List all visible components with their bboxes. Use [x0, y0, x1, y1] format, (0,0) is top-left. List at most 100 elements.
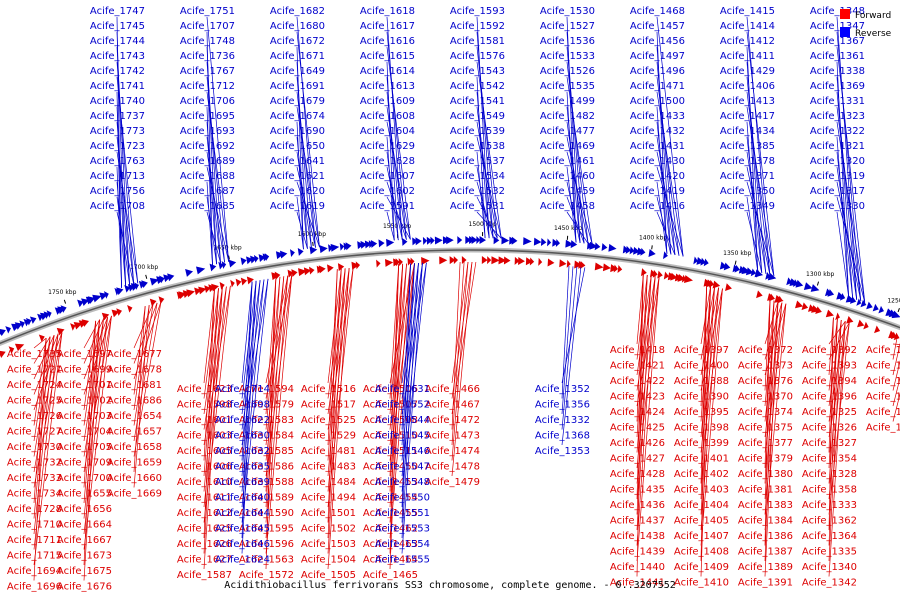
reverse-gene-label-leader [476, 91, 490, 239]
reverse-gene-arrow [412, 237, 418, 246]
reverse-gene-label: Acife_1763 [90, 156, 145, 167]
forward-gene-label-leader [83, 319, 100, 349]
forward-gene-arrow [198, 286, 207, 295]
forward-gene-label: Acife_1400 [674, 361, 729, 372]
forward-gene-label: Acife_1525 [301, 415, 356, 426]
reverse-gene-arrow [330, 243, 340, 252]
reverse-gene-arrow [533, 237, 542, 246]
forward-gene-label: Acife_1418 [610, 345, 665, 356]
reverse-gene-label: Acife_1469 [540, 141, 595, 152]
forward-gene-label: Acife_1612 [177, 508, 232, 519]
forward-gene-label: Acife_1479 [425, 477, 480, 488]
reverse-gene-label: Acife_1687 [180, 186, 235, 197]
reverse-gene-label-leader [116, 136, 135, 285]
reverse-gene-arrow [540, 238, 547, 247]
reverse-gene-label: Acife_1547 [375, 462, 430, 473]
reverse-gene-label: Acife_1531 [450, 201, 505, 212]
reverse-gene-label-leader [241, 279, 265, 508]
reverse-gene-label-leader [746, 121, 759, 272]
reverse-gene-arrow [422, 236, 428, 245]
legend-label-reverse: Reverse [855, 29, 892, 39]
reverse-gene-label-leader [746, 91, 771, 275]
forward-gene-arrow [893, 332, 900, 341]
reverse-gene-label-leader [116, 196, 131, 286]
reverse-gene-arrow [228, 259, 237, 268]
forward-gene-arrow [376, 259, 381, 268]
forward-gene-label: Acife_1441 [610, 578, 665, 589]
reverse-gene-label-leader [561, 267, 582, 446]
forward-gene-label-leader [83, 317, 108, 380]
forward-gene-arrow [795, 300, 804, 309]
forward-gene-arrow [481, 256, 488, 265]
reverse-gene-label: Acife_1538 [450, 141, 505, 152]
reverse-gene-label-leader [836, 46, 866, 303]
reverse-gene-label-leader [566, 166, 577, 243]
forward-gene-label-leader [764, 301, 779, 500]
forward-gene-label: Acife_1623 [177, 384, 232, 395]
reverse-gene-arrow [471, 236, 478, 245]
reverse-gene-label: Acife_1742 [90, 66, 145, 77]
reverse-gene-label: Acife_1349 [720, 201, 775, 212]
forward-gene-arrow [407, 257, 413, 266]
reverse-gene-label-leader [476, 31, 494, 239]
position-tick-label: 1400 kbp [639, 234, 667, 241]
reverse-gene-arrow [209, 263, 217, 272]
reverse-gene-label: Acife_1743 [90, 51, 145, 62]
reverse-gene-label-leader [241, 281, 253, 539]
reverse-gene-arrow [60, 305, 67, 313]
forward-gene-label: Acife_1678 [107, 365, 162, 376]
forward-gene-label-leader [83, 315, 112, 550]
forward-gene-arrow [385, 258, 394, 267]
reverse-gene-label-leader [386, 211, 395, 241]
forward-gene-label: Acife_1735 [7, 349, 62, 360]
reverse-gene-label-leader [566, 181, 581, 243]
legend-swatch-forward [840, 9, 850, 19]
reverse-gene-label: Acife_1541 [450, 96, 505, 107]
forward-gene-arrow [461, 256, 467, 265]
reverse-gene-label: Acife_1618 [360, 6, 415, 17]
forward-gene-label-leader [33, 337, 47, 349]
forward-gene-arrow [574, 260, 582, 269]
forward-gene-arrow [246, 276, 254, 285]
forward-gene-label: Acife_1410 [674, 578, 729, 589]
reverse-gene-arrow [633, 246, 640, 255]
reverse-gene-label: Acife_1430 [630, 156, 685, 167]
forward-gene-arrow [327, 264, 334, 273]
reverse-gene-arrow [703, 258, 709, 267]
reverse-gene-label: Acife_1434 [720, 126, 775, 137]
reverse-gene-arrow [357, 241, 364, 250]
reverse-gene-arrow [246, 256, 253, 265]
reverse-gene-label-leader [656, 16, 684, 257]
position-tick-label: 1750 kbp [48, 289, 76, 296]
forward-gene-label: Acife_1392 [802, 345, 857, 356]
forward-gene-label-leader [892, 392, 900, 422]
forward-gene-label-leader [828, 317, 834, 376]
forward-gene-arrow [149, 298, 157, 307]
forward-gene-arrow [127, 305, 133, 313]
reverse-gene-label-leader [206, 121, 217, 265]
reverse-gene-label: Acife_1671 [270, 51, 325, 62]
forward-gene-arrow [857, 319, 865, 328]
forward-gene-label-leader [636, 274, 644, 345]
reverse-gene-label: Acife_1496 [630, 66, 685, 77]
forward-gene-arrow [725, 283, 732, 292]
reverse-gene-label-leader [656, 106, 668, 254]
forward-gene-label-leader [83, 320, 97, 411]
forward-gene-label-leader [451, 261, 473, 399]
reverse-gene-label-leader [296, 166, 316, 248]
forward-gene-label: Acife_1359 [866, 392, 900, 403]
reverse-gene-label-leader [296, 121, 304, 250]
forward-gene-label: Acife_1325 [802, 407, 857, 418]
reverse-gene-label: Acife_1533 [540, 51, 595, 62]
reverse-gene-arrow [434, 236, 443, 245]
reverse-gene-label: Acife_1552 [375, 400, 430, 411]
legend-swatch-reverse [840, 27, 850, 37]
forward-gene-label: Acife_1594 [239, 384, 294, 395]
forward-gene-label-leader [203, 286, 227, 430]
forward-gene-label-leader [636, 276, 660, 562]
reverse-gene-label: Acife_1477 [540, 126, 595, 137]
reverse-gene-label-leader [206, 136, 221, 264]
reverse-gene-arrow [792, 279, 799, 287]
reverse-gene-arrow [594, 242, 601, 251]
reverse-gene-arrow [625, 245, 632, 254]
